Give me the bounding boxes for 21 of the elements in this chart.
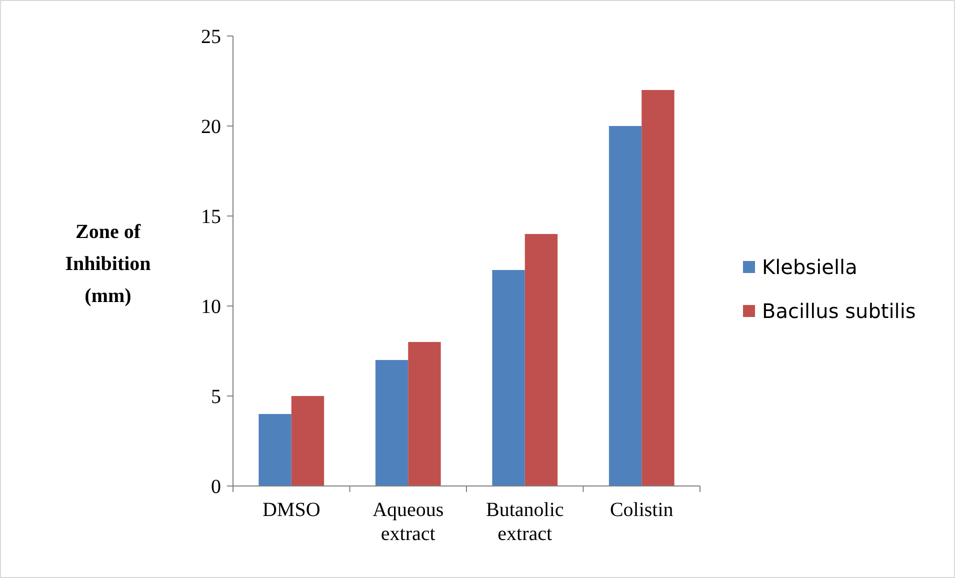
bar (291, 396, 324, 486)
y-tick-label: 5 (211, 386, 221, 408)
y-tick-label: 10 (201, 296, 221, 318)
y-tick-label: 25 (201, 26, 221, 48)
x-tick-label: Aqueous extract (372, 499, 444, 545)
y-axis-title: Zone of Inhibition (mm) (65, 221, 151, 307)
bar (408, 342, 441, 486)
x-tick-label: Butanolic extract (486, 499, 564, 545)
bar (642, 90, 674, 486)
bar (258, 414, 292, 486)
legend-label: Klebsiella (762, 255, 858, 279)
x-tick-label: Colistin (610, 499, 674, 521)
y-tick-label: 0 (211, 476, 221, 498)
y-tick-label: 20 (201, 116, 221, 138)
bar (375, 360, 408, 486)
x-tick-label: DMSO (262, 499, 320, 521)
bar (492, 270, 525, 486)
bar (524, 234, 558, 486)
y-tick-label: 15 (201, 206, 221, 228)
bar (608, 126, 642, 486)
legend-label: Bacillus subtilis (762, 299, 916, 323)
